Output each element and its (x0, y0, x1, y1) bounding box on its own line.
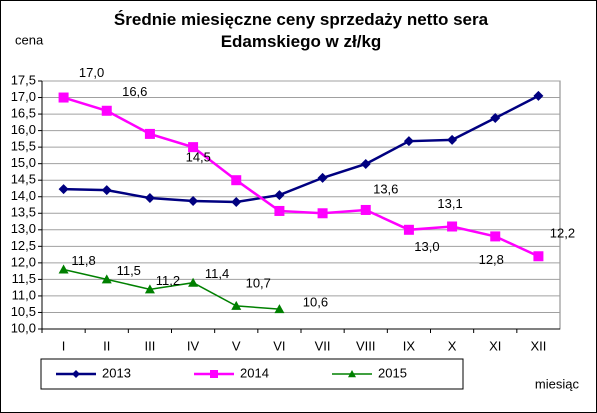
marker (360, 204, 371, 215)
marker (360, 158, 371, 169)
y-tick-label: 10,5 (11, 304, 36, 319)
marker (274, 304, 285, 314)
x-tick-label: III (144, 338, 155, 353)
y-tick-label: 10,0 (11, 320, 36, 335)
series-line (63, 96, 539, 258)
x-axis-label: miesiąc (535, 376, 580, 391)
y-tick-label: 12,5 (11, 238, 36, 253)
legend-label: 2014 (240, 365, 269, 380)
marker (274, 205, 285, 216)
data-label: 11,8 (71, 253, 95, 268)
marker (447, 134, 458, 145)
marker (58, 92, 69, 103)
data-label: 12,2 (550, 226, 575, 241)
x-tick-label: IV (187, 338, 200, 353)
x-tick-label: V (232, 338, 241, 353)
data-label: 11,5 (117, 263, 141, 278)
y-tick-label: 15,5 (11, 139, 36, 154)
data-label: 13,6 (373, 181, 398, 196)
y-tick-label: 17,0 (11, 89, 36, 104)
x-tick-label: IX (403, 338, 416, 353)
marker (58, 264, 69, 274)
marker (58, 184, 69, 195)
legend-box (40, 358, 464, 390)
legend-label: 2013 (102, 365, 131, 380)
x-tick-label: VI (273, 338, 285, 353)
data-label: 14,5 (186, 150, 211, 165)
marker (101, 185, 112, 196)
data-label: 12,8 (479, 252, 504, 267)
series-line (63, 268, 280, 310)
legend-label: 2015 (378, 365, 407, 380)
y-tick-label: 14,5 (11, 172, 36, 187)
marker (188, 142, 199, 153)
y-tick-label: 14,0 (11, 188, 36, 203)
marker (144, 193, 155, 204)
marker (72, 370, 80, 378)
y-tick-label: 17,5 (11, 72, 36, 87)
y-tick-label: 13,5 (11, 205, 36, 220)
y-tick-label: 11,5 (12, 271, 36, 286)
data-label: 17,0 (79, 65, 104, 80)
x-tick-label: X (448, 338, 457, 353)
marker (231, 197, 242, 208)
y-tick-label: 13,0 (11, 221, 36, 236)
marker (188, 196, 199, 207)
marker (144, 284, 155, 294)
y-axis-label: cena (15, 32, 44, 47)
y-tick-label: 15,0 (11, 155, 36, 170)
x-tick-label: VIII (356, 338, 376, 353)
marker (490, 113, 501, 124)
x-tick-label: I (62, 338, 66, 353)
data-label: 10,6 (303, 295, 328, 310)
x-tick-label: XII (530, 338, 546, 353)
marker (188, 277, 199, 287)
marker (274, 190, 285, 201)
marker (403, 224, 414, 235)
marker (231, 175, 242, 186)
marker (348, 370, 356, 378)
marker (231, 300, 242, 310)
marker (144, 128, 155, 139)
data-label: 16,6 (122, 84, 147, 99)
marker (403, 136, 414, 147)
marker (447, 221, 458, 232)
y-tick-label: 16,0 (11, 122, 36, 137)
data-label: 10,7 (246, 275, 271, 290)
x-tick-label: II (103, 338, 110, 353)
marker (317, 172, 328, 183)
data-label: 13,1 (437, 196, 462, 211)
series-line (63, 94, 539, 204)
chart-title: Średnie miesięczne ceny sprzedaży netto … (113, 10, 489, 51)
marker (533, 90, 544, 101)
y-tick-label: 16,5 (11, 106, 36, 121)
y-tick-label: 11,0 (12, 287, 36, 302)
data-label: 11,4 (205, 266, 229, 281)
marker (490, 231, 501, 242)
x-tick-label: XI (489, 338, 501, 353)
data-label: 13,0 (414, 239, 439, 254)
data-label: 11,2 (156, 273, 180, 288)
marker (210, 370, 218, 378)
marker (101, 105, 112, 116)
y-tick-label: 12,0 (11, 254, 36, 269)
marker (317, 208, 328, 219)
x-tick-label: VII (315, 338, 331, 353)
marker (533, 251, 544, 262)
marker (101, 274, 112, 284)
